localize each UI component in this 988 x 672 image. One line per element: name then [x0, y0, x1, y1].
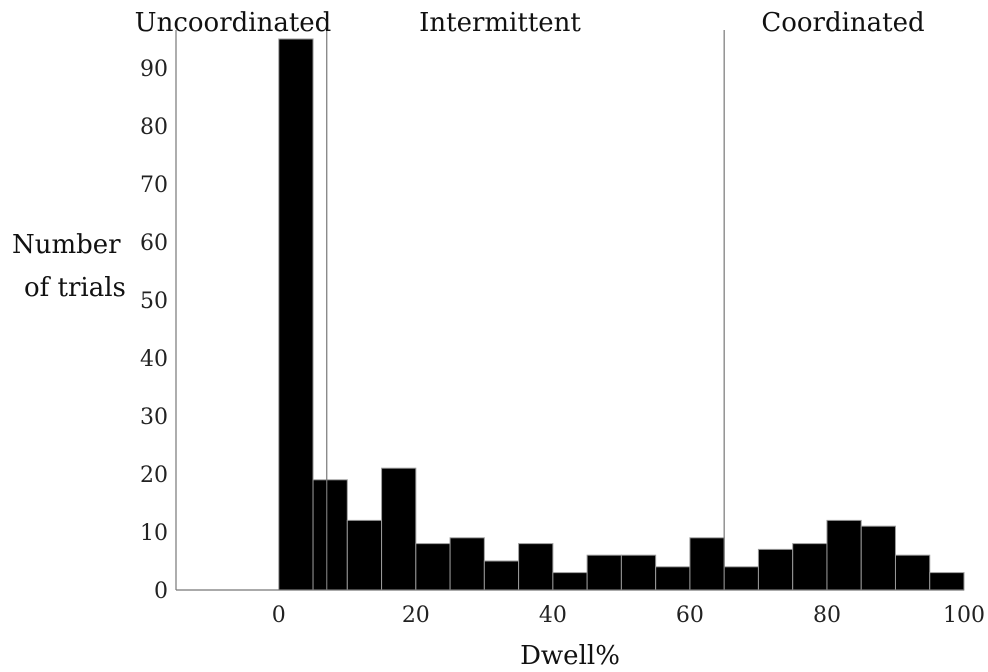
x-tick-label: 80: [813, 603, 841, 628]
y-tick-label: 10: [140, 521, 168, 546]
region-label-intermittent: Intermittent: [419, 8, 581, 38]
histogram-bar: [586, 554, 622, 591]
histogram-bar: [894, 554, 931, 591]
histogram-bar: [929, 572, 965, 591]
y-tick-label: 40: [140, 347, 168, 372]
histogram-bar: [449, 537, 485, 591]
histogram-bar: [655, 566, 691, 591]
x-tick-label: 0: [272, 603, 286, 628]
y-tick-label: 0: [154, 579, 168, 604]
y-tick-labels: 0 10 20 30 40 50 60 70 80 90: [140, 57, 168, 604]
histogram-bar: [312, 479, 348, 591]
x-tick-label: 100: [943, 603, 985, 628]
histogram-bar: [552, 572, 588, 591]
histogram-bar: [346, 519, 383, 591]
histogram-bar: [415, 543, 451, 591]
histogram-bar: [757, 548, 794, 591]
y-tick-label: 30: [140, 405, 168, 430]
histogram-bars: [278, 38, 965, 591]
axes: [175, 30, 964, 591]
x-tick-label: 20: [402, 603, 430, 628]
y-axis-label-line-2: of trials: [24, 273, 126, 303]
histogram-bar: [792, 543, 828, 591]
histogram-bar: [620, 554, 657, 591]
y-tick-label: 80: [140, 115, 168, 140]
histogram-bar: [278, 38, 314, 591]
histogram-bar: [860, 525, 896, 591]
x-tick-labels: 0 20 40 60 80 100: [272, 603, 985, 628]
y-axis-label-line-1: Number: [12, 230, 121, 260]
y-tick-label: 20: [140, 463, 168, 488]
x-axis-label: Dwell%: [520, 641, 620, 671]
region-label-uncoordinated: Uncoordinated: [135, 8, 332, 38]
y-tick-label: 50: [140, 289, 168, 314]
histogram-bar: [689, 537, 725, 591]
y-tick-label: 70: [140, 173, 168, 198]
histogram-bar: [723, 566, 759, 591]
histogram-bar: [826, 519, 862, 591]
region-label-coordinated: Coordinated: [761, 8, 924, 38]
y-tick-label: 60: [140, 231, 168, 256]
histogram-bar: [381, 467, 417, 591]
histogram-bar: [483, 560, 520, 591]
y-tick-label: 90: [140, 57, 168, 82]
histogram-bar: [518, 543, 554, 591]
x-tick-label: 60: [676, 603, 704, 628]
x-tick-label: 40: [539, 603, 567, 628]
threshold-lines: [326, 30, 725, 590]
